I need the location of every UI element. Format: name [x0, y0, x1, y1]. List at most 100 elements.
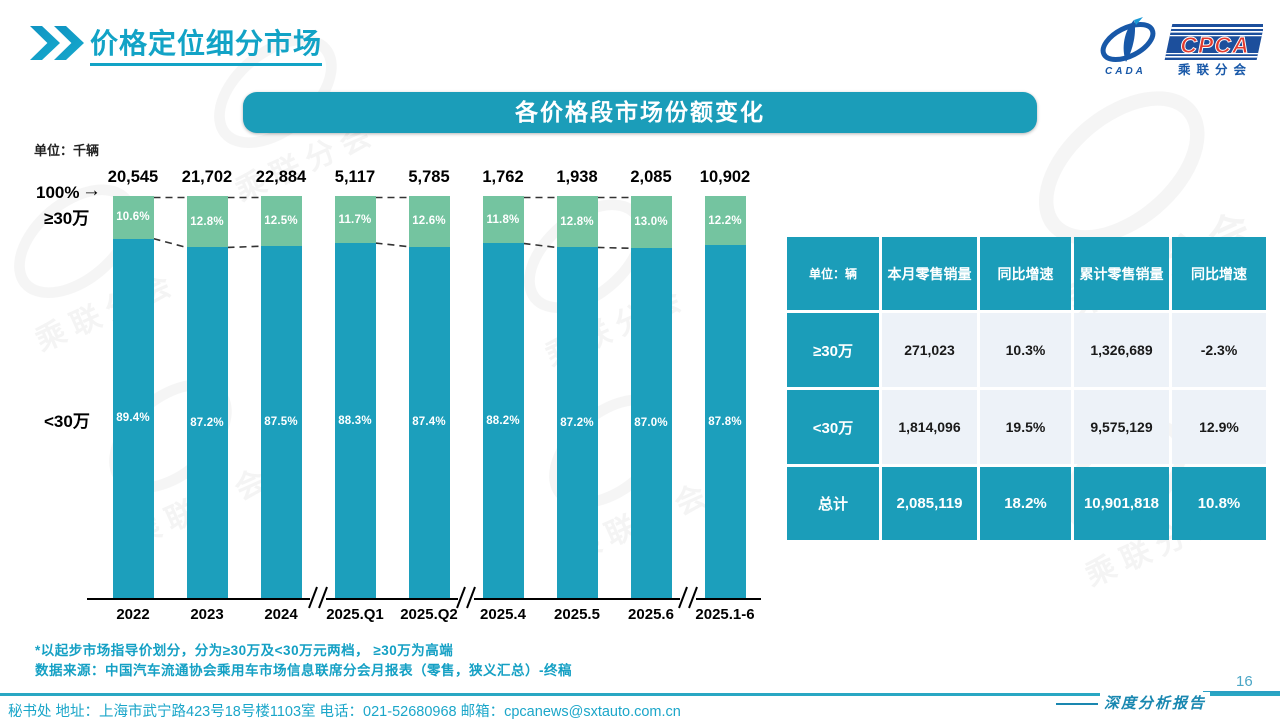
chart-title-banner: 各价格段市场份额变化 [243, 92, 1037, 133]
bar-segment-low: 89.4% [112, 238, 154, 598]
table-cell: 18.2% [980, 467, 1071, 540]
badge-line-right [1203, 691, 1280, 693]
x-axis-label: 2022 [116, 606, 150, 623]
chart-unit-label: 单位：千辆 [34, 143, 100, 158]
bar-segment-high: 13.0% [630, 196, 672, 249]
x-axis-label: 2024 [264, 606, 298, 623]
bar-segment-low-label: 87.5% [264, 416, 298, 429]
table-header-cell: 单位：辆 [787, 237, 879, 310]
cada-text: CADA [1105, 66, 1146, 77]
badge-line-left [1056, 703, 1098, 705]
bar-segment-low-label: 87.2% [560, 416, 594, 429]
bar-segment-low: 87.8% [704, 245, 746, 598]
bar-segment-high-label: 11.7% [338, 213, 372, 226]
y-axis-100-label: 100% [36, 183, 80, 202]
table-cell: 10.3% [980, 313, 1071, 387]
table-header-cell: 同比增速 [980, 237, 1071, 310]
table-cell: 1,814,096 [882, 390, 977, 464]
bar-segment-high-label: 12.6% [412, 215, 446, 228]
bar-total-label: 20,545 [107, 168, 159, 186]
bar-segment-high-label: 11.8% [486, 213, 520, 226]
footer-divider [0, 693, 1280, 696]
x-axis-label: 2025.4 [480, 606, 526, 623]
bar-segment-low: 87.0% [630, 248, 672, 598]
stacked-bar: 13.0% 87.0% [630, 196, 672, 598]
stacked-bar-chart: 10.6% 89.4% 20,545 2022 12.8% 87.2% 21,702 2023… [87, 168, 761, 623]
bar-segment-high: 11.7% [334, 196, 376, 244]
bar-segment-low-label: 89.4% [116, 412, 150, 425]
bar-total-label: 22,884 [255, 168, 307, 186]
table-header-cell: 累计零售销量 [1074, 237, 1169, 310]
bar-segment-high: 12.6% [408, 196, 450, 247]
bar-total-label: 2,085 [630, 168, 672, 186]
bar-segment-high-label: 12.8% [190, 215, 224, 228]
cpca-logo-icon: CADA CPCA 乘联分会 [1100, 17, 1265, 77]
bar-segment-low: 87.2% [186, 247, 228, 598]
table-cell: 1,326,689 [1074, 313, 1169, 387]
cpca-sub-text: 乘联分会 [1177, 62, 1252, 77]
bar-segment-low: 87.4% [408, 246, 450, 598]
bar-segment-low-label: 87.2% [190, 416, 224, 429]
table-row-label: ≥30万 [787, 313, 879, 387]
footnote-source: 数据来源：中国汽车流通协会乘用车市场信息联席分会月报表（零售，狭义汇总）-终稿 [35, 663, 572, 678]
bar-segment-low: 87.2% [556, 247, 598, 598]
series-label-high: ≥30万 [44, 209, 90, 228]
x-axis-label: 2025.6 [628, 606, 674, 623]
table-cell: 19.5% [980, 390, 1071, 464]
table-header-cell: 同比增速 [1172, 237, 1266, 310]
x-axis-label: 2023 [190, 606, 224, 623]
table-cell: 9,575,129 [1074, 390, 1169, 464]
bar-segment-low-label: 87.8% [708, 415, 742, 428]
stacked-bar: 10.6% 89.4% [112, 196, 154, 598]
stacked-bar: 12.8% 87.2% [186, 196, 228, 598]
right-arrow-icon: → [82, 180, 101, 201]
bar-segment-high-label: 13.0% [634, 216, 668, 229]
bar-total-label: 5,785 [408, 168, 450, 186]
page-number: 16 [1236, 673, 1253, 690]
bar-total-label: 1,938 [556, 168, 598, 186]
bar-total-label: 10,902 [699, 168, 751, 186]
cpca-text: CPCA [1180, 32, 1249, 58]
cpca-logo: CADA CPCA 乘联分会 [1098, 16, 1265, 83]
bar-segment-high: 11.8% [482, 196, 524, 244]
bar-segment-high: 12.8% [186, 196, 228, 248]
stacked-bar: 12.6% 87.4% [408, 196, 450, 598]
series-label-low: <30万 [44, 412, 90, 431]
sales-table: 单位：辆 本月零售销量 同比增速 累计零售销量 同比增速 ≥30万 271,023 10.3%… [787, 237, 1266, 540]
bar-total-label: 1,762 [482, 168, 524, 186]
bar-segment-high: 10.6% [112, 196, 154, 239]
table-cell: 2,085,119 [882, 467, 977, 540]
report-type-badge: 深度分析报告 [1100, 692, 1211, 713]
x-axis-label: 2025.Q2 [400, 606, 458, 623]
footnote-definition: *以起步市场指导价划分，分为≥30万及<30万元两档， ≥30万为高端 [35, 643, 454, 658]
bar-total-label: 5,117 [334, 168, 376, 186]
bar-segment-low: 88.3% [334, 243, 376, 598]
table-row-label: <30万 [787, 390, 879, 464]
table-cell: 271,023 [882, 313, 977, 387]
bar-segment-high-label: 12.5% [264, 215, 298, 228]
table-row-label: 总计 [787, 467, 879, 540]
stacked-bar: 12.8% 87.2% [556, 196, 598, 598]
stacked-bar: 11.8% 88.2% [482, 196, 524, 598]
table-cell: 10.8% [1172, 467, 1266, 540]
stacked-bar: 12.2% 87.8% [704, 196, 746, 598]
table-cell: -2.3% [1172, 313, 1266, 387]
bar-segment-high: 12.5% [260, 196, 302, 247]
bar-segment-low: 87.5% [260, 246, 302, 598]
bar-total-label: 21,702 [181, 168, 233, 186]
bar-segment-low-label: 87.4% [412, 416, 446, 429]
table-header-cell: 本月零售销量 [882, 237, 977, 310]
table-cell: 12.9% [1172, 390, 1266, 464]
x-axis-label: 2025.5 [554, 606, 600, 623]
bar-segment-high-label: 10.6% [116, 211, 150, 224]
bar-segment-high: 12.2% [704, 196, 746, 246]
bar-segment-low-label: 87.0% [634, 417, 668, 430]
stacked-bar: 11.7% 88.3% [334, 196, 376, 598]
bar-segment-high-label: 12.8% [560, 215, 594, 228]
bar-segment-high: 12.8% [556, 196, 598, 248]
stacked-bar: 12.5% 87.5% [260, 196, 302, 598]
bar-segment-low: 88.2% [482, 243, 524, 598]
footer-contact: 秘书处 地址：上海市武宁路423号18号楼1103室 电话：021-526809… [8, 704, 681, 720]
bar-segment-low-label: 88.3% [338, 414, 372, 427]
